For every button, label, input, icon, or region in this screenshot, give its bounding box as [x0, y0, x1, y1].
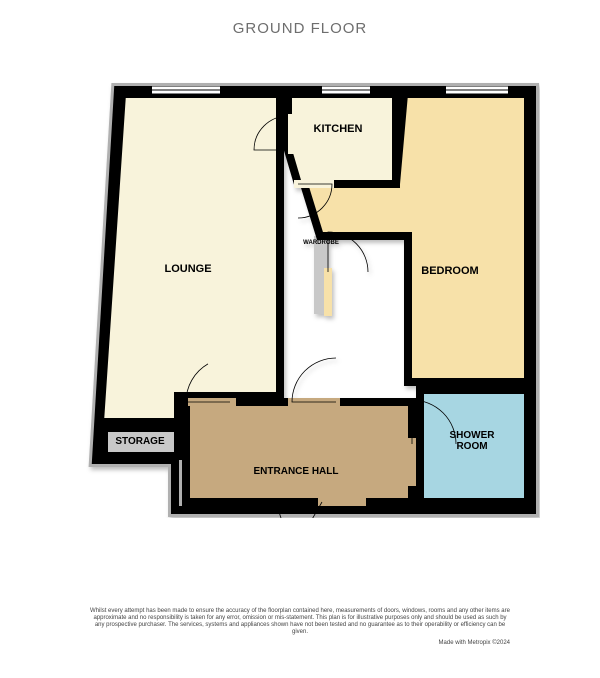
- disclaimer-text: Whilst every attempt has been made to en…: [90, 608, 510, 636]
- door-opening: [324, 268, 332, 316]
- label-bedroom: BEDROOM: [421, 265, 478, 277]
- floorplan-canvas: LOUNGEKITCHENBEDROOMSHOWERROOMENTRANCE H…: [70, 82, 540, 518]
- floor-title: GROUND FLOOR: [0, 20, 600, 37]
- floorplan-page: GROUND FLOOR: [0, 0, 600, 678]
- room-lounge: [100, 94, 280, 422]
- door-opening: [318, 498, 366, 506]
- room-kitchen: [288, 94, 396, 184]
- label-hall: ENTRANCE HALL: [254, 466, 339, 477]
- label-storage: STORAGE: [115, 436, 165, 447]
- door-opening: [408, 438, 416, 486]
- label-lounge: LOUNGE: [164, 263, 211, 275]
- label-wardrobe: WARDROBE: [303, 240, 339, 246]
- door-swing: [292, 358, 336, 402]
- plan-group: LOUNGEKITCHENBEDROOMSHOWERROOMENTRANCE H…: [96, 90, 532, 518]
- label-kitchen: KITCHEN: [314, 123, 363, 135]
- credit-text: Made with Metropix ©2024: [0, 640, 510, 646]
- room-hall: [186, 402, 412, 502]
- door-opening: [288, 114, 296, 154]
- floorplan-svg: LOUNGEKITCHENBEDROOMSHOWERROOMENTRANCE H…: [70, 82, 540, 518]
